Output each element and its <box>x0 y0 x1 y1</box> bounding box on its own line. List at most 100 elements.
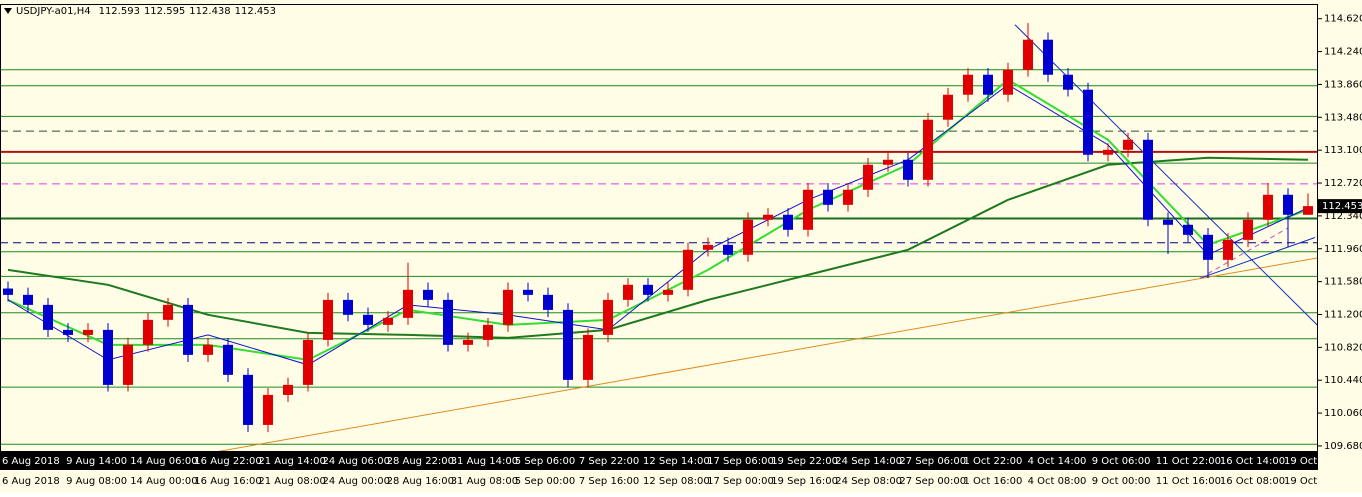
candle-body <box>423 289 433 300</box>
candle-body <box>543 294 553 310</box>
time-label-top: 27 Sep 06:00 <box>899 456 966 467</box>
candle-body <box>1203 234 1213 260</box>
candle-body <box>843 189 853 205</box>
candle-body <box>643 284 653 295</box>
candle-body <box>923 119 933 180</box>
time-label-top: 5 Sep 06:00 <box>515 456 575 467</box>
plot-border <box>0 4 1318 452</box>
header-value: 112.438 <box>189 6 230 17</box>
candle-body <box>603 299 613 335</box>
candle-body <box>23 294 33 305</box>
candle-body <box>1083 89 1093 155</box>
candle-body <box>883 159 893 165</box>
y-tick-label: 111.580 <box>1324 277 1362 288</box>
candle-body <box>683 249 693 290</box>
plot-area <box>0 23 1318 452</box>
time-label-top: 28 Aug 22:00 <box>387 456 454 467</box>
trend-line <box>1199 237 1316 279</box>
candle-body <box>783 214 793 230</box>
candle-body <box>483 324 493 340</box>
candle-body <box>163 304 173 320</box>
time-strip <box>0 452 1318 470</box>
candle-body <box>1063 74 1073 90</box>
candle-body <box>703 244 713 250</box>
time-label-bottom: 6 Aug 2018 <box>2 476 60 487</box>
axes: 114.620 114.240 113.860 113.480 113.100 112.7… <box>2 14 1362 487</box>
candle-body <box>183 304 193 355</box>
menu-arrow <box>4 8 12 14</box>
time-label-bottom: 24 Sep 08:00 <box>835 476 902 487</box>
candle-body <box>803 189 813 230</box>
candle-body <box>863 164 873 190</box>
time-label-bottom: 5 Sep 00:00 <box>515 476 575 487</box>
time-label-bottom: 21 Aug 08:00 <box>258 476 325 487</box>
header-value: 112.593 <box>99 6 140 17</box>
candle-body <box>963 74 973 95</box>
time-label-top: 1 Oct 22:00 <box>964 456 1023 467</box>
y-tick-label: 111.200 <box>1324 309 1362 320</box>
time-label-bottom: 27 Sep 00:00 <box>899 476 966 487</box>
candle-body <box>243 374 253 425</box>
time-label-top: 17 Sep 06:00 <box>707 456 774 467</box>
header-value: 112.453 <box>235 6 276 17</box>
candle-body <box>303 339 313 385</box>
candle-body <box>563 309 573 380</box>
candle-body <box>443 299 453 345</box>
candle-body <box>1143 139 1153 220</box>
time-label-bottom: 4 Oct 08:00 <box>1028 476 1087 487</box>
candle-body <box>723 244 733 255</box>
time-label-bottom: 16 Aug 16:00 <box>194 476 261 487</box>
time-label-bottom: 1 Oct 16:00 <box>964 476 1023 487</box>
candle-body <box>223 344 233 375</box>
candle-body <box>103 329 113 385</box>
candle-body <box>743 219 753 255</box>
candle-body <box>1223 239 1233 260</box>
candle-body <box>363 314 373 325</box>
current-price-label: 112.453 <box>1322 201 1362 212</box>
y-tick-label: 111.960 <box>1324 244 1362 255</box>
candle-body <box>283 384 293 395</box>
candle-body <box>263 394 273 425</box>
y-tick-label: 114.240 <box>1324 47 1362 58</box>
candle-body <box>1103 149 1113 155</box>
y-tick-label: 110.820 <box>1324 342 1362 353</box>
candle-body <box>463 339 473 345</box>
candle-body <box>1243 219 1253 240</box>
time-label-bottom: 11 Oct 16:00 <box>1156 476 1221 487</box>
time-label-top: 12 Sep 14:00 <box>643 456 710 467</box>
candle-body <box>1163 219 1173 225</box>
time-label-top: 4 Oct 14:00 <box>1028 456 1087 467</box>
y-tick-label: 113.860 <box>1324 79 1362 90</box>
candle-body <box>823 189 833 205</box>
time-label-top: 7 Sep 22:00 <box>579 456 639 467</box>
candle-body <box>63 329 73 335</box>
candle-body <box>1003 69 1013 95</box>
candle-body <box>1263 194 1273 220</box>
candle-body <box>903 159 913 180</box>
y-tick-label: 112.720 <box>1324 178 1362 189</box>
candle-body <box>143 319 153 345</box>
candle-body <box>403 289 413 318</box>
time-label-top: 9 Oct 06:00 <box>1092 456 1151 467</box>
moving-average <box>7 156 1309 339</box>
time-label-top: 19 Sep 22:00 <box>771 456 838 467</box>
time-label-top: 11 Oct 22:00 <box>1156 456 1221 467</box>
time-label-top: 16 Oct 14:00 <box>1220 456 1285 467</box>
y-tick-label: 110.440 <box>1324 375 1362 386</box>
time-label-top: 21 Aug 14:00 <box>258 456 325 467</box>
candle-body <box>523 289 533 295</box>
y-tick-label: 113.100 <box>1324 145 1362 156</box>
time-label-bottom: 16 Oct 08:00 <box>1220 476 1285 487</box>
current-price-box <box>1318 199 1362 214</box>
candle-body <box>383 317 393 325</box>
time-label-bottom: 24 Aug 00:00 <box>323 476 390 487</box>
time-label-bottom: 31 Aug 08:00 <box>451 476 518 487</box>
y-tick-label: 110.060 <box>1324 408 1362 419</box>
time-label-bottom: 7 Sep 16:00 <box>579 476 639 487</box>
candle-body <box>1023 39 1033 70</box>
candle-body <box>1043 39 1053 75</box>
candle-body <box>583 334 593 380</box>
time-label-bottom: 9 Aug 08:00 <box>66 476 127 487</box>
